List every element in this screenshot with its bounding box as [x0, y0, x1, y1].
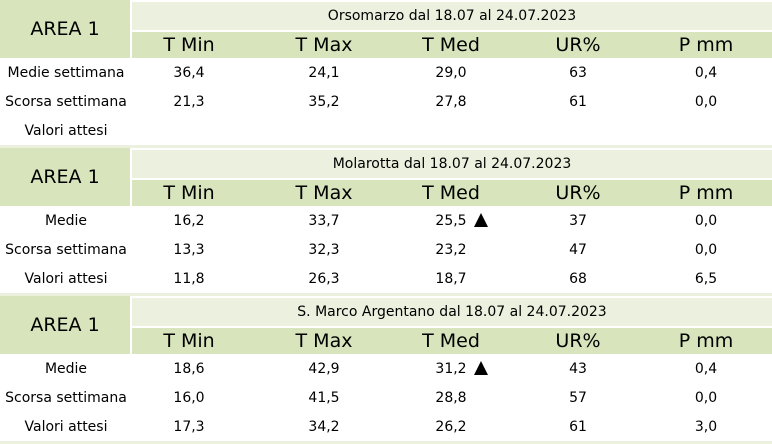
cell-t-med: 31,2	[435, 360, 467, 377]
section-divider	[0, 293, 772, 296]
area-label: AREA 1	[0, 0, 130, 58]
cell-t-min: 17,3	[173, 418, 205, 435]
row-label: Scorsa settimana	[5, 241, 127, 258]
station-section-molarotta: AREA 1 Molarotta dal 18.07 al 24.07.2023…	[0, 148, 772, 293]
table-row: Scorsa settimana 16,0 41,5 28,8 57 0,0	[0, 383, 772, 412]
cell-ur: 37	[569, 212, 587, 229]
cell-p-mm: 3,0	[694, 418, 718, 435]
cell-t-min: 16,2	[173, 212, 205, 229]
cell-t-max: 26,3	[308, 270, 340, 287]
cell-p-mm: 0,4	[694, 64, 718, 81]
column-header-ur: UR%	[555, 330, 601, 352]
triangle-up-icon	[474, 361, 488, 375]
row-label: Valori attesi	[24, 122, 108, 139]
table-row: Valori attesi 17,3 34,2 26,2 61 3,0	[0, 412, 772, 441]
cell-t-med: 28,8	[435, 389, 467, 406]
cell-p-mm: 0,0	[694, 212, 718, 229]
area-label: AREA 1	[0, 296, 130, 354]
row-label: Scorsa settimana	[5, 389, 127, 406]
cell-t-max: 34,2	[308, 418, 340, 435]
cell-t-min: 11,8	[173, 270, 205, 287]
cell-t-max: 42,9	[308, 360, 340, 377]
cell-ur: 43	[569, 360, 587, 377]
column-header-p-mm: P mm	[678, 330, 734, 352]
station-section-s-marco-argentano: AREA 1 S. Marco Argentano dal 18.07 al 2…	[0, 296, 772, 441]
cell-ur: 61	[569, 93, 587, 110]
cell-t-med: 29,0	[435, 64, 467, 81]
cell-p-mm: 0,0	[694, 93, 718, 110]
station-section-orsomarzo: AREA 1 Orsomarzo dal 18.07 al 24.07.2023…	[0, 0, 772, 145]
row-label: Valori attesi	[24, 270, 108, 287]
cell-p-mm: 0,0	[694, 241, 718, 258]
row-label: Medie	[44, 360, 88, 377]
column-header-t-med: T Med	[422, 182, 480, 204]
cell-ur: 61	[569, 418, 587, 435]
table-row: Valori attesi	[0, 116, 772, 145]
table-row: Medie settimana 36,4 24,1 29,0 63 0,4	[0, 58, 772, 87]
column-header-ur: UR%	[555, 182, 601, 204]
section-divider	[0, 441, 772, 444]
station-title: S. Marco Argentano dal 18.07 al 24.07.20…	[132, 298, 772, 326]
station-title: Molarotta dal 18.07 al 24.07.2023	[132, 150, 772, 178]
triangle-up-icon	[474, 213, 488, 227]
cell-t-med: 18,7	[435, 270, 467, 287]
cell-ur: 68	[569, 270, 587, 287]
column-header-t-med: T Med	[422, 330, 480, 352]
column-header-t-med: T Med	[422, 34, 480, 56]
row-label: Scorsa settimana	[5, 93, 127, 110]
column-header-t-max: T Max	[295, 330, 353, 352]
cell-t-min: 18,6	[173, 360, 205, 377]
cell-t-max: 33,7	[308, 212, 340, 229]
column-header-row: T Min T Max T Med UR% P mm	[132, 180, 772, 206]
station-title: Orsomarzo dal 18.07 al 24.07.2023	[132, 2, 772, 30]
cell-t-min: 21,3	[173, 93, 205, 110]
cell-p-mm: 6,5	[694, 270, 718, 287]
cell-t-max: 35,2	[308, 93, 340, 110]
area-label: AREA 1	[0, 148, 130, 206]
column-header-p-mm: P mm	[678, 34, 734, 56]
cell-ur: 57	[569, 389, 587, 406]
cell-t-min: 13,3	[173, 241, 205, 258]
table-row: Scorsa settimana 21,3 35,2 27,8 61 0,0	[0, 87, 772, 116]
column-header-ur: UR%	[555, 34, 601, 56]
cell-t-min: 16,0	[173, 389, 205, 406]
row-label: Medie	[44, 212, 88, 229]
cell-p-mm: 0,4	[694, 360, 718, 377]
table-row: Scorsa settimana 13,3 32,3 23,2 47 0,0	[0, 235, 772, 264]
column-header-row: T Min T Max T Med UR% P mm	[132, 32, 772, 58]
column-header-t-min: T Min	[163, 330, 215, 352]
cell-t-med: 25,5	[435, 212, 467, 229]
cell-t-med: 27,8	[435, 93, 467, 110]
cell-t-max: 41,5	[308, 389, 340, 406]
cell-t-max: 32,3	[308, 241, 340, 258]
table-row: Valori attesi 11,8 26,3 18,7 68 6,5	[0, 264, 772, 293]
cell-t-med: 26,2	[435, 418, 467, 435]
cell-ur: 47	[569, 241, 587, 258]
column-header-t-max: T Max	[295, 34, 353, 56]
row-label: Medie settimana	[7, 64, 125, 81]
column-header-t-max: T Max	[295, 182, 353, 204]
section-divider	[0, 145, 772, 148]
column-header-p-mm: P mm	[678, 182, 734, 204]
column-header-row: T Min T Max T Med UR% P mm	[132, 328, 772, 354]
row-label: Valori attesi	[24, 418, 108, 435]
table-row: Medie 18,6 42,9 31,2 43 0,4	[0, 354, 772, 383]
cell-p-mm: 0,0	[694, 389, 718, 406]
cell-t-min: 36,4	[173, 64, 205, 81]
cell-t-max: 24,1	[308, 64, 340, 81]
column-header-t-min: T Min	[163, 182, 215, 204]
column-header-t-min: T Min	[163, 34, 215, 56]
table-row: Medie 16,2 33,7 25,5 37 0,0	[0, 206, 772, 235]
cell-t-med: 23,2	[435, 241, 467, 258]
cell-ur: 63	[569, 64, 587, 81]
